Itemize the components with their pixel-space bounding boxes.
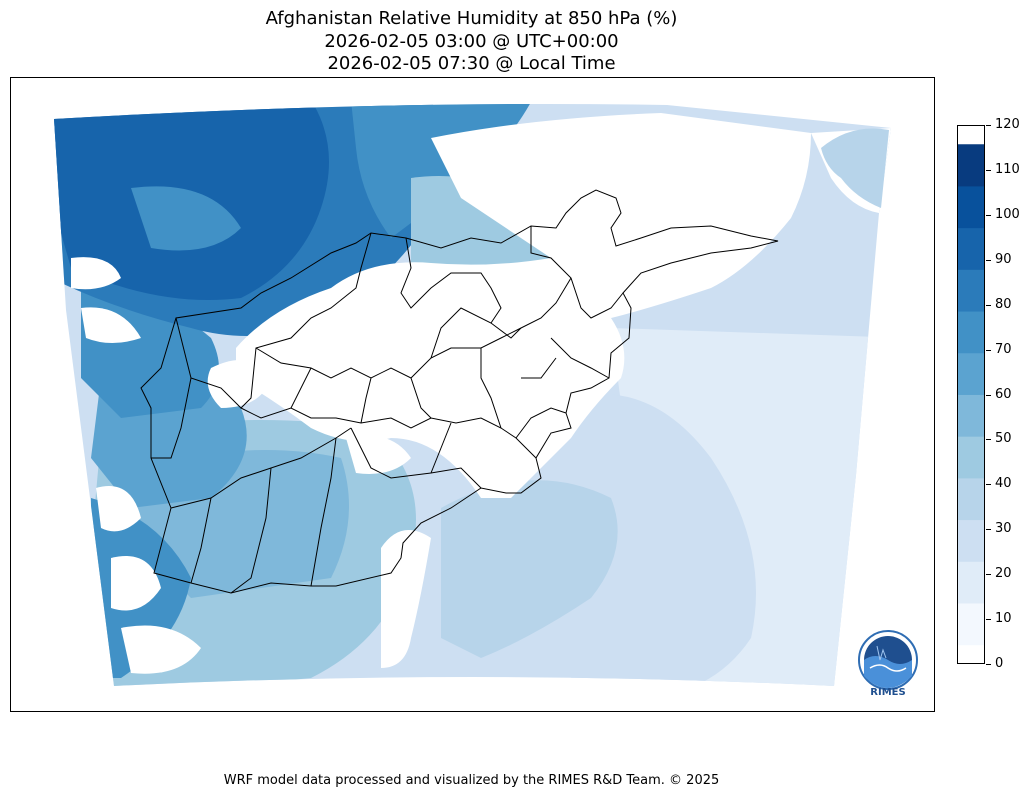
dry-area-northeast <box>431 113 811 318</box>
colorbar-segment <box>958 311 984 354</box>
dry-area-afghanistan <box>236 258 625 498</box>
dry-area-west-edge-1 <box>71 257 121 290</box>
colorbar-tick-label: 100 <box>995 206 1020 222</box>
title-line-3: 2026-02-05 07:30 @ Local Time <box>327 53 616 74</box>
colorbar-tick-mark <box>986 484 991 486</box>
colorbar-tick-mark <box>986 394 991 396</box>
colorbar-tick-mark <box>986 529 991 531</box>
humidity-zone-70-northwest-lobe <box>131 186 241 251</box>
afghanistan-boundaries <box>140 189 779 594</box>
colorbar-tick-mark <box>986 125 991 126</box>
colorbar-segment <box>958 185 984 229</box>
colorbar-tick-label: 120 <box>995 117 1020 132</box>
colorbar-tick-label: 80 <box>995 296 1012 312</box>
rimes-logo-icon <box>858 630 918 690</box>
colorbar-tick-label: 0 <box>995 656 1004 671</box>
title-line-1: Afghanistan Relative Humidity at 850 hPa… <box>265 8 678 29</box>
colorbar-segment <box>958 269 984 312</box>
dry-area-southwest-1 <box>96 486 141 532</box>
map-frame[interactable] <box>10 77 935 712</box>
colorbar-tick-mark <box>986 574 991 576</box>
colorbar-segment <box>958 144 984 187</box>
colorbar-tick-label: 110 <box>995 161 1020 177</box>
colorbar-segment <box>958 561 984 604</box>
title-line-2: 2026-02-05 03:00 @ UTC+00:00 <box>324 31 619 52</box>
footer-credit: WRF model data processed and visualized … <box>223 773 720 788</box>
colorbar-tick-label: 30 <box>995 521 1012 537</box>
dry-area-southwest-2 <box>111 556 161 611</box>
colorbar-segment <box>958 436 984 479</box>
dry-area-west-edge-2 <box>81 307 141 343</box>
colorbar-tick-label: 90 <box>995 251 1012 267</box>
humidity-map <box>54 103 891 687</box>
colorbar-tick-mark <box>986 349 991 351</box>
colorbar-tick-label: 60 <box>995 386 1012 402</box>
colorbar-segment <box>958 352 984 395</box>
colorbar-segment <box>958 227 984 270</box>
humidity-zone-30-far-east <box>821 128 889 208</box>
colorbar-segment <box>958 477 984 521</box>
colorbar-tick-mark <box>986 259 991 261</box>
dry-area-southeast-patch <box>346 435 411 474</box>
afghanistan-border <box>140 189 779 594</box>
colorbar-segment <box>958 519 984 562</box>
humidity-zone-40-se <box>441 480 618 658</box>
colorbar-tick-label: 20 <box>995 566 1012 582</box>
colorbar-segment <box>958 603 984 646</box>
colorbar-tick-mark <box>986 169 991 171</box>
colorbar-tick-mark <box>986 619 991 621</box>
colorbar-tick-mark <box>986 304 991 306</box>
colorbar <box>957 125 985 664</box>
colorbar-tick-label: 70 <box>995 341 1012 357</box>
colorbar-tick-label: 40 <box>995 476 1012 492</box>
colorbar-tick-mark <box>986 439 991 441</box>
colorbar-tick-label: 10 <box>995 611 1012 627</box>
dry-area-southern-strip <box>381 530 431 668</box>
dry-area-southwest-3 <box>121 625 201 674</box>
colorbar-tick-mark <box>986 214 991 216</box>
colorbar-tick-label: 50 <box>995 431 1012 447</box>
colorbar-tick-mark <box>986 664 991 665</box>
colorbar-segment <box>958 394 984 437</box>
rimes-logo-text: RIMES <box>870 687 906 698</box>
humidity-zone-30 <box>531 394 756 687</box>
dry-area-central-west <box>207 360 271 408</box>
